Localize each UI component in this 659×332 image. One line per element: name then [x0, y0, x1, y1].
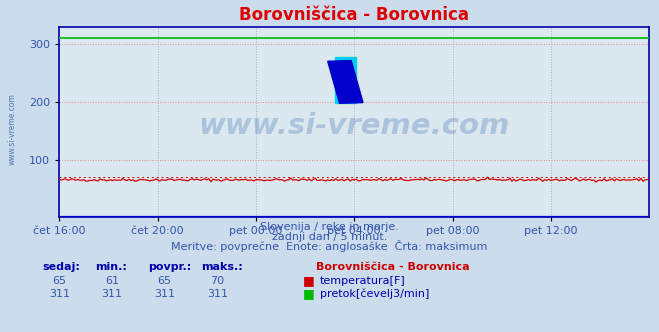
- Text: maks.:: maks.:: [201, 262, 243, 272]
- Text: ■: ■: [303, 287, 315, 300]
- Text: Slovenija / reke in morje.: Slovenija / reke in morje.: [260, 222, 399, 232]
- Bar: [335, 57, 356, 103]
- Text: zadnji dan / 5 minut.: zadnji dan / 5 minut.: [272, 232, 387, 242]
- Text: temperatura[F]: temperatura[F]: [320, 276, 405, 286]
- Text: 311: 311: [49, 289, 70, 299]
- Text: 311: 311: [207, 289, 228, 299]
- Text: 65: 65: [52, 276, 67, 286]
- Title: Borovniščica - Borovnica: Borovniščica - Borovnica: [239, 6, 469, 24]
- Text: sedaj:: sedaj:: [43, 262, 80, 272]
- Text: povpr.:: povpr.:: [148, 262, 192, 272]
- Text: 70: 70: [210, 276, 225, 286]
- Text: www.si-vreme.com: www.si-vreme.com: [198, 112, 510, 140]
- Text: www.si-vreme.com: www.si-vreme.com: [8, 94, 17, 165]
- Text: min.:: min.:: [96, 262, 127, 272]
- Text: Borovniščica - Borovnica: Borovniščica - Borovnica: [316, 262, 470, 272]
- Text: ■: ■: [303, 274, 315, 287]
- FancyArrow shape: [328, 60, 363, 103]
- Text: 311: 311: [154, 289, 175, 299]
- Text: 65: 65: [158, 276, 172, 286]
- Text: 61: 61: [105, 276, 119, 286]
- Text: 311: 311: [101, 289, 123, 299]
- Bar: [335, 57, 356, 103]
- Text: pretok[čevelj3/min]: pretok[čevelj3/min]: [320, 289, 429, 299]
- Text: Meritve: povprečne  Enote: anglosaške  Črta: maksimum: Meritve: povprečne Enote: anglosaške Črt…: [171, 240, 488, 252]
